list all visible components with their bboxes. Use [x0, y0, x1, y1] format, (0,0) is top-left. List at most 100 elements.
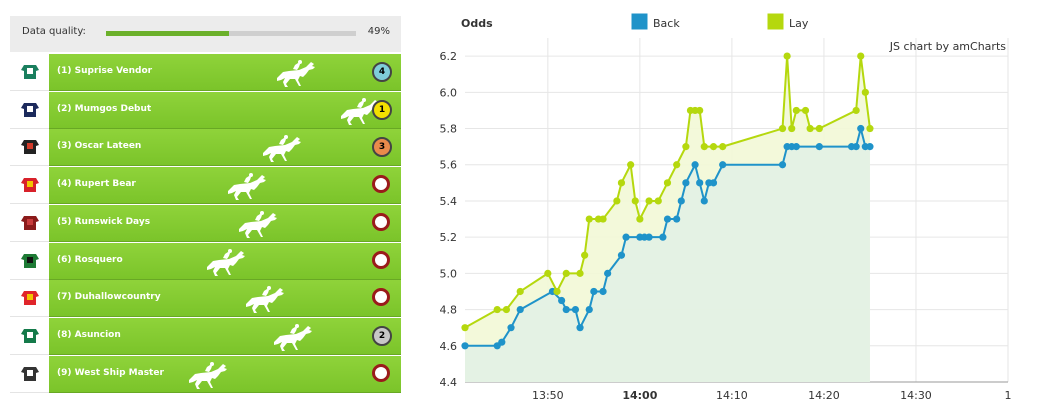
runner-bar: (4) Rupert Bear: [49, 167, 401, 205]
horse-icon: [267, 322, 317, 352]
silk-cell: [10, 91, 49, 129]
data-point-lay: [544, 269, 552, 277]
data-point-lay: [627, 161, 635, 169]
y-tick-label: 5.8: [440, 123, 458, 136]
data-point-back: [691, 161, 699, 169]
horse-icon: [239, 284, 289, 314]
data-quality-track: [106, 31, 356, 36]
data-point-lay: [709, 143, 718, 151]
data-point-lay: [673, 161, 681, 169]
data-point-lay: [516, 287, 524, 296]
data-point-lay: [645, 197, 653, 205]
data-point-lay: [801, 106, 810, 115]
jockey-silk-icon: [21, 178, 39, 193]
data-point-back: [576, 324, 584, 332]
data-point-lay: [719, 143, 727, 151]
legend-label-lay: Lay: [789, 17, 809, 30]
data-point-lay: [493, 305, 501, 314]
jockey-silk-icon: [21, 366, 39, 381]
data-point-lay: [857, 52, 865, 60]
data-point-lay: [861, 88, 869, 96]
data-point-lay: [866, 124, 874, 133]
x-tick-label: 14:10: [716, 389, 748, 402]
data-point-back: [461, 342, 469, 350]
y-tick-label: 4.6: [440, 340, 458, 353]
runner-name: (3) Oscar Lateen: [57, 141, 142, 152]
runner-name: (4) Rupert Bear: [57, 179, 136, 190]
silk-cell: [10, 280, 49, 318]
data-point-lay: [778, 124, 787, 133]
runner-name: (8) Asuncion: [57, 329, 121, 340]
jockey-silk-icon: [21, 102, 39, 117]
data-point-back: [815, 143, 823, 151]
chart-credit: JS chart by amCharts: [889, 40, 1006, 53]
data-point-back: [852, 143, 860, 151]
horse-icon: [221, 171, 271, 201]
runner-row: (2) Mumgos Debut 1: [10, 91, 401, 129]
horse-icon: [232, 209, 282, 239]
data-point-lay: [576, 269, 584, 277]
finish-position-badge: 3: [372, 137, 392, 158]
data-point-back: [558, 296, 566, 305]
data-point-back: [590, 287, 598, 296]
jockey-silk-icon: [21, 65, 39, 79]
data-point-lay: [815, 124, 823, 133]
data-point-lay: [502, 305, 511, 314]
silk-cell: [10, 129, 49, 167]
data-point-back: [498, 338, 506, 346]
x-tick-label: 13:50: [532, 389, 564, 402]
data-quality-value: 49%: [367, 26, 390, 37]
runner-name: (6) Rosquero: [57, 254, 123, 265]
y-tick-label: 4.4: [440, 376, 458, 389]
runner-name: (1) Suprise Vendor: [57, 66, 153, 76]
runner-row: (3) Oscar Lateen 3: [10, 129, 401, 167]
horse-icon: [270, 58, 320, 88]
silk-cell: [10, 355, 49, 393]
runner-name: (7) Duhallowcountry: [57, 292, 161, 303]
data-point-back: [700, 197, 708, 205]
data-point-back: [622, 233, 630, 241]
legend-label-back: Back: [653, 17, 680, 30]
data-point-lay: [852, 106, 860, 115]
data-point-lay: [696, 106, 704, 115]
data-quality-fill: [106, 31, 229, 36]
jockey-silk-icon: [21, 140, 39, 155]
runner-bar: (7) Duhallowcountry: [49, 280, 401, 318]
x-tick-label: 14:20: [808, 389, 840, 402]
data-point-lay: [700, 143, 708, 151]
data-point-back: [677, 197, 685, 205]
y-tick-label: 6.0: [440, 86, 458, 99]
runner-row: (1) Suprise Vendor 4: [10, 54, 401, 91]
data-point-back: [562, 305, 570, 314]
runner-bar: (5) Runswick Days: [49, 204, 401, 242]
runner-bar: (2) Mumgos Debut: [49, 91, 401, 129]
data-quality-label: Data quality:: [22, 26, 86, 37]
horse-icon: [200, 247, 250, 277]
silk-cell: [10, 204, 49, 242]
data-point-lay: [806, 124, 814, 133]
y-tick-label: 4.8: [440, 304, 458, 317]
legend-swatch-back: [630, 12, 649, 31]
data-quality-bar: Data quality: 49%: [10, 16, 401, 52]
finish-position-badge: [372, 175, 390, 194]
data-point-back: [585, 305, 593, 314]
finish-position-badge: 4: [372, 62, 392, 82]
data-point-lay: [792, 106, 800, 115]
data-point-lay: [585, 215, 593, 223]
runner-row: (9) West Ship Master: [10, 355, 401, 393]
data-point-back: [709, 179, 718, 187]
odds-chart: 4.4 4.6 4.8 5.0 5.2 5.4 5.6 5.8 6.0 6.2 13:50 14:00…: [440, 12, 1012, 402]
jockey-silk-icon: [21, 328, 39, 343]
jockey-silk-icon: [21, 291, 39, 306]
data-point-lay: [613, 197, 621, 205]
jockey-silk-icon: [21, 253, 39, 268]
data-point-lay: [562, 269, 570, 277]
data-point-lay: [553, 287, 561, 296]
y-tick-label: 5.4: [440, 195, 458, 208]
data-point-lay: [617, 179, 626, 187]
runner-row: (6) Rosquero: [10, 242, 401, 280]
data-point-lay: [783, 52, 791, 60]
x-tick-label: 14:30: [900, 389, 932, 402]
y-tick-label: 5.6: [440, 159, 458, 172]
data-point-back: [696, 179, 704, 187]
